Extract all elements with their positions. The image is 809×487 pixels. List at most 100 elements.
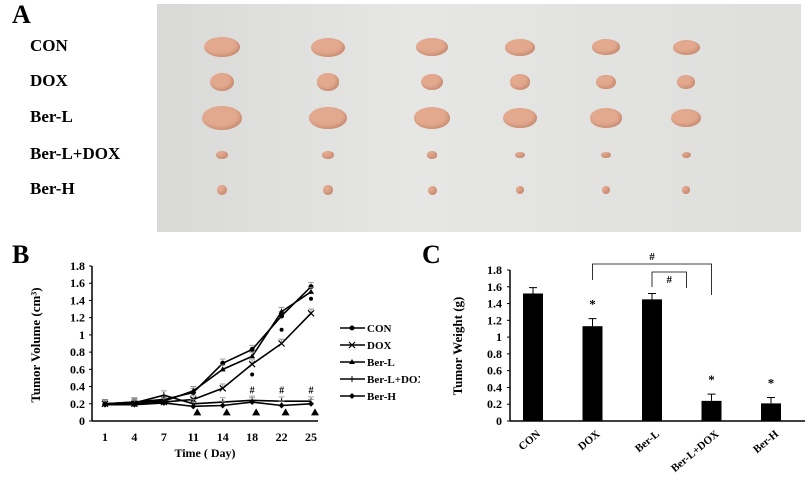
tumor-weight-chart: 0 0.2 0.4 0.6 0.8 1 1.2 1.4 1.6 1.8 Tumor Weight (… [450,251,805,475]
y-tick-label: 0.8 [70,345,85,359]
tumor [323,185,333,195]
tumor [216,151,228,159]
significance-star: * [589,297,596,312]
x-tick-label: 18 [246,430,258,444]
marker-diamond [308,400,314,407]
marker-triangle [278,308,285,314]
marker-x [278,340,285,347]
significance-dot [309,296,313,301]
series-Ber-H [102,397,314,410]
tumor [322,151,334,159]
bar [642,299,662,421]
x-tick-label: 11 [188,430,199,444]
tumor [509,74,531,90]
marker-x [307,309,315,317]
marker-diamond [249,399,256,406]
significance-dot [279,327,284,332]
tumor [316,73,340,91]
significance-triangle [222,408,231,416]
error-bar [588,318,597,327]
error-bar [707,393,716,401]
marker-x [348,341,356,349]
significance-triangle [281,408,290,416]
x-tick-label: DOX [576,428,602,453]
marker-triangle [219,366,226,372]
tumor [415,38,449,56]
y-tick-label: 1.4 [70,293,85,307]
legend-label: CON [367,323,392,335]
y-tick-label: 0.8 [487,347,502,361]
error-bar [648,292,656,300]
legend-label: Ber-L [367,357,395,369]
bar [582,326,603,421]
tumor [591,39,621,55]
tumor [681,152,691,158]
marker-diamond [278,402,285,409]
x-axis-label: Time ( Day) [174,446,235,460]
marker-triangle [190,387,197,393]
y-tick-label: 1 [79,328,85,342]
tumor [672,39,700,55]
tumor [601,151,611,159]
marker-circle [220,360,226,366]
y-tick-label: 0.2 [70,397,85,411]
y-axis-label: Tumor Weight (g) [450,297,465,396]
tumor [426,151,438,159]
tumor [671,109,701,127]
x-tick-label: Ber-H [751,428,781,456]
tumor-photo [157,4,801,232]
tumor [602,186,610,194]
y-tick-label: 0.4 [70,380,85,394]
y-tick-label: 1.2 [487,313,502,327]
significance-bracket [651,271,687,288]
significance-star: * [708,372,715,387]
error-bar [529,287,537,294]
series-line [104,394,311,405]
hash-annotation: # [250,385,255,396]
row-label: DOX [30,71,68,90]
tumor [515,185,525,195]
panel-c-label: C [422,240,441,269]
panel-b-label: B [12,240,30,269]
x-tick-label: 25 [305,430,317,444]
legend-label: Ber-H [367,391,396,403]
x-tick-label: CON [516,428,542,453]
marker-triangle [249,353,256,359]
x-tick-label: 1 [102,430,108,444]
y-tick-label: 0.6 [70,362,85,376]
tumor [309,106,347,130]
legend-label: DOX [367,340,392,352]
x-tick-label: 14 [217,430,229,444]
tumor [503,107,537,129]
marker-diamond [219,402,226,409]
tumor [682,186,690,194]
marker-x [219,384,227,392]
marker-diamond [190,403,197,410]
error-bar [767,397,775,404]
y-tick-label: 0.2 [487,397,502,411]
y-tick-label: 1.8 [487,263,502,277]
y-tick-label: 1.6 [487,280,502,294]
significance-star: * [768,376,775,391]
row-label: Ber-L+DOX [30,144,121,163]
tumor [590,108,622,128]
row-label: Ber-L [30,107,73,126]
y-tick-label: 0 [496,414,502,428]
tumor [414,107,450,129]
row-label: Ber-H [30,179,75,198]
y-tick-label: 0 [79,414,85,428]
y-tick-label: 0.6 [487,364,502,378]
tumor [202,106,242,130]
marker-triangle [308,288,314,294]
bracket-label: # [667,274,673,286]
tumor [514,151,526,159]
series-line [105,312,312,405]
significance-dot [250,372,255,377]
x-tick-label: 7 [161,430,167,444]
marker-circle [249,347,255,353]
tumor [217,185,227,195]
tumor [596,74,616,90]
y-tick-label: 1.2 [70,311,85,325]
x-tick-label: Ber-L+DOX [669,428,721,475]
significance-triangle [193,408,202,416]
